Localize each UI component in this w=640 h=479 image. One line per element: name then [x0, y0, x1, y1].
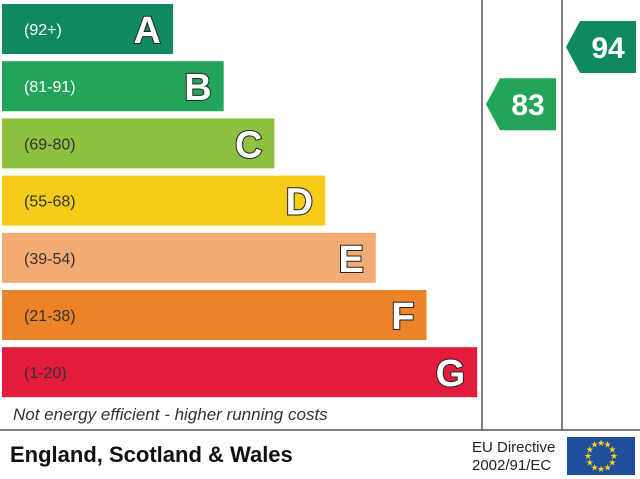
band-letter-e: E	[338, 239, 363, 281]
band-letter-b: B	[184, 67, 211, 109]
band-range-e: (39-54)	[24, 251, 76, 268]
band-range-d: (55-68)	[24, 194, 76, 211]
eu-star-icon: ★	[590, 463, 598, 473]
region-title: England, Scotland & Wales	[10, 442, 293, 467]
eu-flag-icon: ★★★★★★★★★★★★	[567, 437, 635, 475]
directive-line-1: EU Directive	[472, 439, 555, 456]
band-bar-a	[2, 4, 173, 54]
band-bar-c	[2, 118, 275, 169]
band-letter-c: C	[235, 124, 262, 166]
potential-rating-arrow	[566, 21, 636, 73]
eu-star-icon: ★	[610, 452, 618, 462]
band-range-g: (1-20)	[24, 365, 67, 382]
eu-star-icon: ★	[584, 452, 592, 462]
eu-star-icon: ★	[608, 446, 616, 456]
band-letter-g: G	[436, 353, 466, 395]
band-letter-a: A	[134, 10, 161, 52]
current-rating-value: 83	[511, 89, 544, 122]
rating-bands: (92+) A (81-91) B (69-80) C (55-68) D (39-54) E (2…	[2, 4, 478, 398]
footer: England, Scotland & Wales EU Directive 2…	[10, 437, 635, 475]
chart-grid	[0, 0, 640, 431]
band-bar-d	[2, 175, 326, 226]
band-range-c: (69-80)	[24, 136, 76, 153]
eu-star-icon: ★	[608, 459, 616, 469]
band-letter-d: D	[286, 182, 313, 224]
band-range-a: (92+)	[24, 22, 62, 39]
band-bar-f	[2, 290, 427, 340]
bottom-note: Not energy efficient - higher running co…	[13, 405, 328, 424]
potential-rating-value: 94	[591, 32, 625, 65]
band-bar-b	[2, 61, 224, 112]
band-bar-e	[2, 232, 376, 283]
eu-star-icon: ★	[597, 439, 605, 449]
band-bar-g	[2, 347, 478, 398]
eu-star-icon: ★	[586, 459, 594, 469]
band-range-f: (21-38)	[24, 308, 76, 325]
eu-star-icon: ★	[590, 441, 598, 451]
band-letter-f: F	[391, 296, 414, 338]
eu-flag-background	[567, 437, 635, 475]
directive-line-2: 2002/91/EC	[472, 457, 551, 474]
band-range-b: (81-91)	[24, 79, 76, 96]
eu-star-icon: ★	[586, 446, 594, 456]
eu-star-icon: ★	[603, 463, 611, 473]
eu-star-icon: ★	[597, 465, 605, 475]
rating-markers: 83 94	[486, 21, 636, 131]
eu-star-icon: ★	[603, 441, 611, 451]
current-rating-arrow	[486, 78, 556, 131]
